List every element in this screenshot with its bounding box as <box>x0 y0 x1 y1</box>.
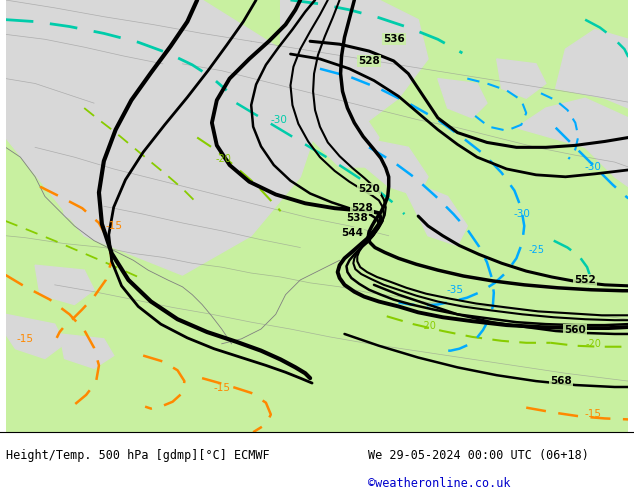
Text: -35: -35 <box>447 285 464 295</box>
Text: -30: -30 <box>514 209 531 219</box>
Polygon shape <box>359 138 428 196</box>
Text: -25: -25 <box>528 245 544 255</box>
Text: 536: 536 <box>383 34 404 44</box>
Polygon shape <box>60 334 113 368</box>
Text: -20: -20 <box>420 321 436 331</box>
Text: 560: 560 <box>564 325 586 335</box>
Text: We 29-05-2024 00:00 UTC (06+18): We 29-05-2024 00:00 UTC (06+18) <box>368 449 588 462</box>
Text: 568: 568 <box>550 376 571 386</box>
Polygon shape <box>281 0 428 128</box>
Text: -20: -20 <box>216 154 231 164</box>
Text: -30: -30 <box>585 162 602 172</box>
Text: 520: 520 <box>358 184 380 194</box>
Text: 528: 528 <box>358 56 380 66</box>
Polygon shape <box>84 69 133 113</box>
Polygon shape <box>60 187 119 226</box>
Text: ©weatheronline.co.uk: ©weatheronline.co.uk <box>368 477 510 490</box>
Text: 528: 528 <box>351 203 373 213</box>
Text: Height/Temp. 500 hPa [gdmp][°C] ECMWF: Height/Temp. 500 hPa [gdmp][°C] ECMWF <box>6 449 270 462</box>
Polygon shape <box>310 98 379 167</box>
Polygon shape <box>6 0 320 275</box>
Polygon shape <box>555 29 628 108</box>
Text: -15: -15 <box>105 221 122 231</box>
Text: -20: -20 <box>585 339 601 349</box>
Text: -15: -15 <box>213 383 230 393</box>
Text: 544: 544 <box>341 228 363 238</box>
Polygon shape <box>6 314 65 359</box>
Text: 552: 552 <box>574 275 596 285</box>
Polygon shape <box>153 128 202 172</box>
Polygon shape <box>6 0 628 432</box>
Text: -15: -15 <box>16 334 34 344</box>
Polygon shape <box>497 59 546 98</box>
Polygon shape <box>399 177 467 245</box>
Polygon shape <box>516 98 628 187</box>
Text: -15: -15 <box>585 410 602 419</box>
Polygon shape <box>438 78 487 118</box>
Text: -30: -30 <box>270 115 287 125</box>
Text: 538: 538 <box>346 213 368 223</box>
Polygon shape <box>35 265 94 304</box>
